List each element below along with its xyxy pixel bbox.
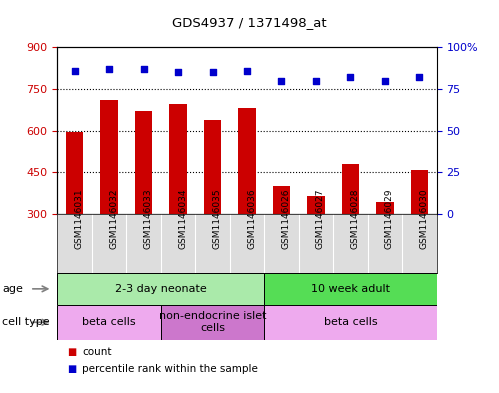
- Text: 10 week adult: 10 week adult: [311, 284, 390, 294]
- Bar: [66, 132, 83, 214]
- Text: GSM1146032: GSM1146032: [109, 189, 118, 249]
- Text: percentile rank within the sample: percentile rank within the sample: [82, 364, 258, 375]
- Text: GSM1146036: GSM1146036: [247, 189, 256, 249]
- Text: GSM1146030: GSM1146030: [419, 189, 428, 249]
- Bar: [411, 170, 428, 214]
- Bar: [239, 108, 255, 214]
- Bar: [161, 305, 264, 340]
- Bar: [57, 273, 264, 305]
- Text: GSM1146029: GSM1146029: [385, 189, 394, 249]
- Point: [243, 67, 251, 73]
- Text: non-endocrine islet
cells: non-endocrine islet cells: [159, 312, 266, 333]
- Point: [71, 67, 79, 73]
- Point: [415, 74, 423, 81]
- Point: [105, 66, 113, 72]
- Text: GSM1146035: GSM1146035: [213, 189, 222, 249]
- Text: ■: ■: [67, 364, 77, 375]
- Bar: [170, 104, 187, 214]
- Text: GSM1146027: GSM1146027: [316, 189, 325, 249]
- Text: cell type: cell type: [2, 317, 50, 327]
- Bar: [376, 202, 394, 214]
- Bar: [100, 100, 118, 214]
- Point: [381, 77, 389, 84]
- Text: ■: ■: [67, 347, 77, 357]
- Text: GSM1146028: GSM1146028: [350, 189, 359, 249]
- Bar: [57, 305, 161, 340]
- Point: [312, 77, 320, 84]
- Text: GSM1146026: GSM1146026: [281, 189, 290, 249]
- Text: count: count: [82, 347, 112, 357]
- Text: beta cells: beta cells: [324, 317, 377, 327]
- Point: [174, 69, 182, 75]
- Bar: [307, 196, 324, 214]
- Text: 2-3 day neonate: 2-3 day neonate: [115, 284, 207, 294]
- Bar: [342, 164, 359, 214]
- Text: GDS4937 / 1371498_at: GDS4937 / 1371498_at: [172, 16, 327, 29]
- Text: beta cells: beta cells: [82, 317, 136, 327]
- Text: age: age: [2, 284, 23, 294]
- Bar: [264, 273, 437, 305]
- Point: [277, 77, 285, 84]
- Text: GSM1146033: GSM1146033: [144, 189, 153, 249]
- Text: GSM1146031: GSM1146031: [75, 189, 84, 249]
- Point: [209, 69, 217, 75]
- Point: [140, 66, 148, 72]
- Text: GSM1146034: GSM1146034: [178, 189, 187, 249]
- Bar: [273, 186, 290, 214]
- Bar: [204, 119, 221, 214]
- Bar: [264, 305, 437, 340]
- Point: [346, 74, 354, 81]
- Bar: [135, 111, 152, 214]
